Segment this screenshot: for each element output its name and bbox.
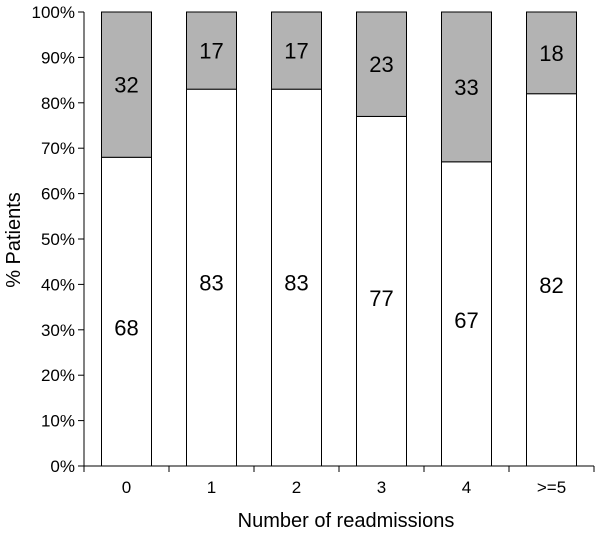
bar-segment-upper	[441, 11, 492, 163]
bar-value-label: 67	[454, 308, 478, 333]
bar-segment-upper	[101, 11, 152, 158]
y-tick-label: 90%	[41, 48, 75, 67]
x-tick-label: 0	[122, 478, 131, 497]
bar-value-label: 83	[199, 271, 223, 296]
y-tick-label: 40%	[41, 275, 75, 294]
bar-value-label: 83	[284, 271, 308, 296]
y-tick-label: 20%	[41, 366, 75, 385]
y-tick-label: 0%	[50, 457, 75, 476]
bar-segment-upper	[186, 11, 237, 90]
y-tick-label: 10%	[41, 412, 75, 431]
x-tick-label: 3	[377, 478, 386, 497]
x-tick-label: 4	[462, 478, 471, 497]
y-tick-label: 30%	[41, 321, 75, 340]
bar-segment-upper	[356, 11, 407, 117]
x-tick-label: 2	[292, 478, 301, 497]
axes-layer: 0%10%20%30%40%50%60%70%80%90%100%0 1 2 3 4 >=…	[32, 3, 595, 497]
y-axis-title: % Patients	[3, 192, 25, 288]
y-tick-label: 60%	[41, 185, 75, 204]
bar-value-label: 32	[114, 73, 138, 98]
y-tick-label: 50%	[41, 230, 75, 249]
labels-layer: 68 32 83 17 83 17 77 23 67 33 82 18	[114, 39, 563, 341]
bar-value-label: 23	[369, 52, 393, 77]
bar-value-label: 68	[114, 316, 138, 341]
bar-value-label: 18	[539, 41, 563, 66]
bar-segment-upper	[271, 11, 322, 90]
bar-segment-upper	[526, 11, 577, 95]
bar-segment-lower	[356, 115, 407, 467]
bar-segment-lower	[441, 161, 492, 467]
bar-value-label: 33	[454, 75, 478, 100]
y-tick-label: 80%	[41, 94, 75, 113]
bar-value-label: 17	[284, 39, 308, 64]
bar-segment-lower	[186, 88, 237, 467]
y-tick-label: 70%	[41, 139, 75, 158]
x-axis-title: Number of readmissions	[238, 510, 455, 532]
bar-segment-lower	[271, 88, 322, 467]
bar-value-label: 17	[199, 39, 223, 64]
x-tick-label: 1	[207, 478, 216, 497]
x-tick-label: >=5	[537, 478, 566, 497]
bar-value-label: 77	[369, 286, 393, 311]
bar-segment-lower	[526, 93, 577, 467]
bar-segment-lower	[101, 156, 152, 467]
bar-value-label: 82	[539, 273, 563, 298]
y-tick-label: 100%	[32, 3, 75, 22]
bars-layer	[101, 11, 577, 467]
